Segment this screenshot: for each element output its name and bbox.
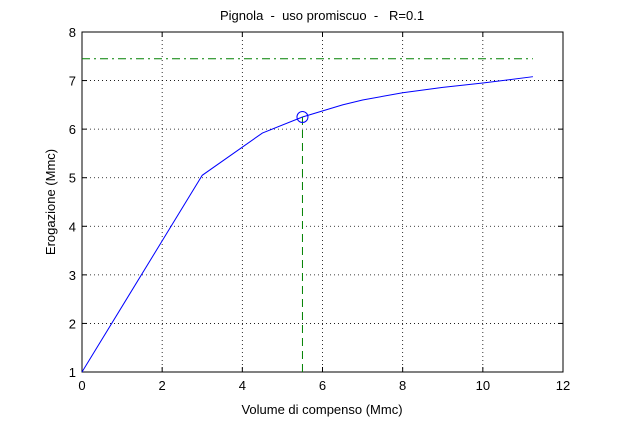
x-tick-label: 2 bbox=[159, 378, 166, 393]
x-tick-label: 10 bbox=[476, 378, 490, 393]
y-tick-label: 2 bbox=[69, 316, 76, 331]
y-tick-label: 7 bbox=[69, 74, 76, 89]
y-tick-label: 1 bbox=[69, 365, 76, 380]
y-tick-label: 8 bbox=[69, 25, 76, 40]
y-axis-label: Erogazione (Mmc) bbox=[43, 149, 58, 255]
data-line bbox=[81, 76, 534, 373]
y-tick-label: 4 bbox=[69, 219, 76, 234]
x-axis-label: Volume di compenso (Mmc) bbox=[241, 402, 402, 417]
y-tick-label: 6 bbox=[69, 122, 76, 137]
y-tick-label: 3 bbox=[69, 268, 76, 283]
x-tick-label: 4 bbox=[239, 378, 246, 393]
marker bbox=[296, 111, 309, 123]
x-tick-label: 8 bbox=[399, 378, 406, 393]
x-tick-label: 6 bbox=[319, 378, 326, 393]
y-tick-label: 5 bbox=[69, 171, 76, 186]
x-tick-label: 0 bbox=[78, 378, 85, 393]
chart-title: Pignola - uso promiscuo - R=0.1 bbox=[220, 8, 424, 23]
plot-frame bbox=[81, 31, 564, 373]
x-tick-label: 12 bbox=[556, 378, 570, 393]
